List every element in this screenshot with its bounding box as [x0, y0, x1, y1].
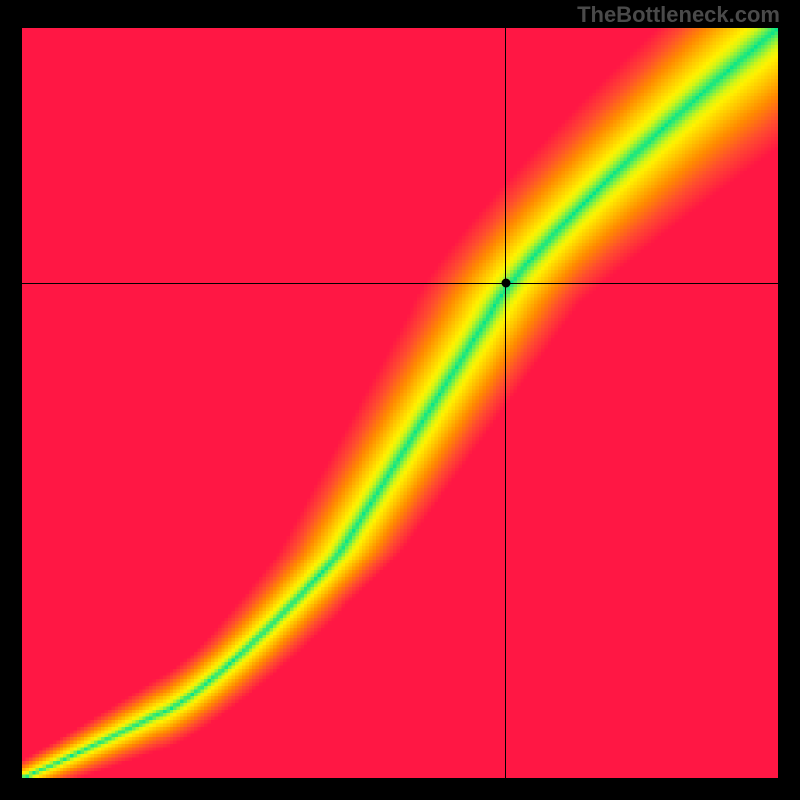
- crosshair-vertical: [505, 28, 506, 778]
- crosshair-horizontal: [22, 283, 778, 284]
- chart-container: TheBottleneck.com: [0, 0, 800, 800]
- watermark-text: TheBottleneck.com: [577, 2, 780, 28]
- data-point-marker: [501, 279, 510, 288]
- bottleneck-heatmap: [22, 28, 778, 778]
